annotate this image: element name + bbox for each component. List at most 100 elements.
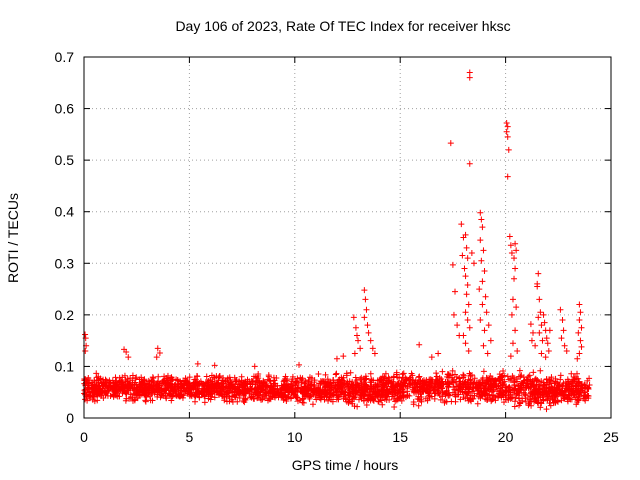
baseline-point: [272, 380, 279, 387]
data-point: [506, 233, 513, 240]
y-tick-label: 0.1: [55, 358, 75, 374]
baseline-point: [312, 392, 319, 399]
baseline-point: [165, 381, 172, 388]
baseline-point: [230, 384, 237, 391]
baseline-point: [470, 381, 477, 388]
data-point: [577, 309, 584, 316]
baseline-point: [222, 384, 229, 391]
baseline-point: [299, 399, 306, 406]
baseline-point: [460, 384, 467, 391]
baseline-point: [466, 377, 473, 384]
baseline-point: [251, 395, 258, 402]
baseline-point: [569, 378, 576, 385]
baseline-point: [98, 387, 105, 394]
baseline-point: [489, 396, 496, 403]
baseline-point: [452, 398, 459, 405]
baseline-point: [168, 397, 175, 404]
baseline-point: [110, 380, 117, 387]
baseline-point: [150, 375, 157, 382]
baseline-point: [175, 384, 182, 391]
baseline-point: [443, 398, 450, 405]
baseline-point: [584, 385, 591, 392]
data-point: [483, 309, 490, 316]
baseline-point: [549, 395, 556, 402]
baseline-point: [333, 370, 340, 377]
baseline-point: [246, 388, 253, 395]
data-point: [464, 281, 471, 288]
data-point: [463, 291, 470, 298]
baseline-point: [326, 382, 333, 389]
data-point: [82, 347, 89, 354]
baseline-point: [216, 392, 223, 399]
baseline-point: [326, 394, 333, 401]
baseline-point: [452, 386, 459, 393]
baseline-point: [525, 373, 532, 380]
baseline-point: [574, 370, 580, 377]
baseline-point: [513, 391, 520, 398]
baseline-point: [121, 382, 128, 389]
baseline-point: [188, 389, 195, 396]
data-point: [542, 354, 549, 361]
baseline-point: [415, 402, 422, 409]
data-point: [462, 231, 469, 238]
baseline-point: [385, 379, 392, 386]
baseline-point: [446, 372, 453, 379]
baseline-point: [293, 394, 300, 401]
data-point: [503, 128, 510, 135]
baseline-point: [517, 373, 524, 380]
baseline-point: [410, 401, 417, 408]
data-point: [487, 337, 494, 344]
baseline-point: [496, 375, 503, 382]
baseline-point: [579, 381, 586, 388]
data-point: [557, 306, 564, 313]
baseline-point: [402, 382, 409, 389]
baseline-point: [167, 384, 174, 391]
baseline-point: [538, 378, 545, 385]
baseline-point: [511, 403, 518, 410]
data-point: [450, 311, 457, 318]
baseline-point: [311, 379, 318, 386]
baseline-point: [457, 378, 464, 385]
data-point: [578, 324, 585, 331]
baseline-point: [354, 403, 361, 410]
baseline-point: [465, 376, 472, 383]
data-point: [480, 247, 487, 254]
baseline-point: [435, 390, 442, 397]
data-point: [428, 354, 435, 361]
baseline-point: [479, 375, 486, 382]
baseline-point: [163, 395, 170, 402]
baseline-point: [401, 379, 408, 386]
baseline-point: [543, 406, 550, 413]
data-point: [535, 270, 542, 277]
baseline-point: [263, 390, 270, 397]
baseline-point: [262, 389, 269, 396]
baseline-point: [435, 379, 442, 386]
data-point: [452, 288, 459, 295]
data-point: [505, 146, 512, 153]
data-point: [251, 363, 258, 370]
baseline-point: [267, 396, 274, 403]
baseline-point: [427, 379, 434, 386]
baseline-point: [381, 374, 388, 381]
baseline-point: [240, 379, 247, 386]
baseline-point: [343, 372, 350, 379]
baseline-point: [110, 387, 117, 394]
baseline-point: [129, 379, 136, 386]
data-point: [470, 260, 477, 267]
baseline-point: [471, 392, 478, 399]
baseline-point: [303, 385, 310, 392]
data-point: [82, 331, 89, 338]
data-point: [560, 327, 567, 334]
baseline-point: [525, 384, 532, 391]
baseline-point: [183, 378, 190, 385]
baseline-point: [463, 390, 470, 397]
baseline-point: [565, 378, 572, 385]
data-point: [513, 247, 520, 254]
data-point: [535, 314, 542, 321]
baseline-point: [349, 382, 356, 389]
baseline-point: [229, 398, 236, 405]
baseline-point: [477, 380, 484, 387]
baseline-point: [142, 386, 149, 393]
baseline-point: [131, 397, 138, 404]
baseline-point: [182, 375, 189, 382]
